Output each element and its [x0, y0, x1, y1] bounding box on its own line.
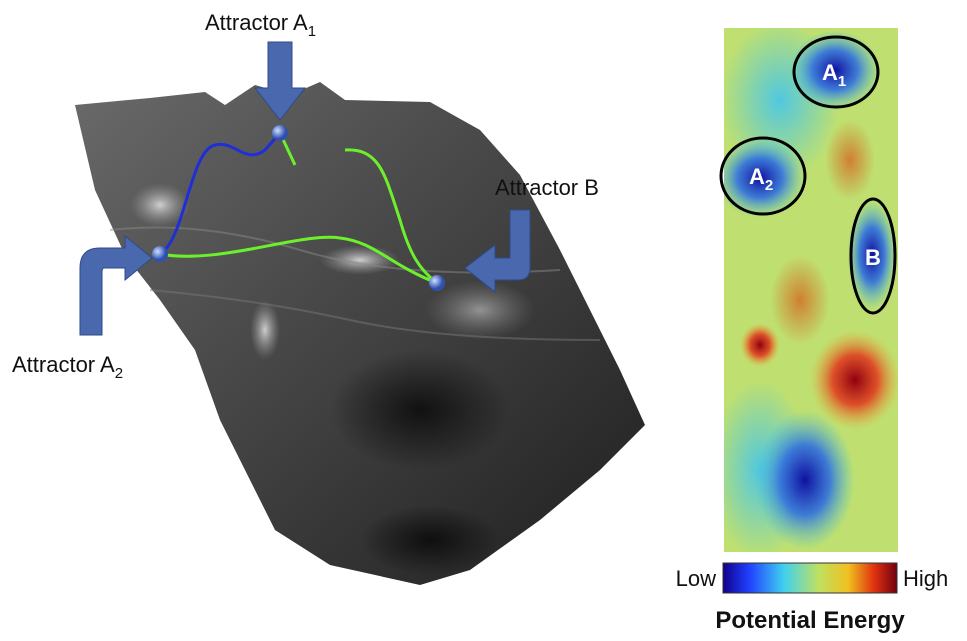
label-text: Attractor A [205, 10, 308, 35]
colorbar [723, 563, 897, 593]
label-attractor-a1: Attractor A1 [205, 10, 316, 40]
region-text: A [749, 164, 765, 189]
colorbar-high: High [903, 566, 948, 591]
region-text: A [822, 60, 838, 85]
label-attractor-b: Attractor B [495, 175, 599, 200]
region-b: B [865, 245, 881, 270]
colorbar-title: Potential Energy [715, 607, 905, 634]
surface [75, 82, 645, 585]
label-subscript: 1 [308, 23, 316, 40]
heatmap [710, 20, 900, 560]
region-subscript: 2 [765, 177, 773, 194]
label-attractor-a2: Attractor A2 [12, 352, 123, 382]
label-subscript: 2 [115, 365, 123, 382]
colorbar-low: Low [676, 566, 716, 591]
region-subscript: 1 [838, 73, 846, 90]
label-text: Attractor A [12, 352, 115, 377]
figure: Attractor A1 Attractor B Attractor A2 A1… [0, 0, 967, 641]
